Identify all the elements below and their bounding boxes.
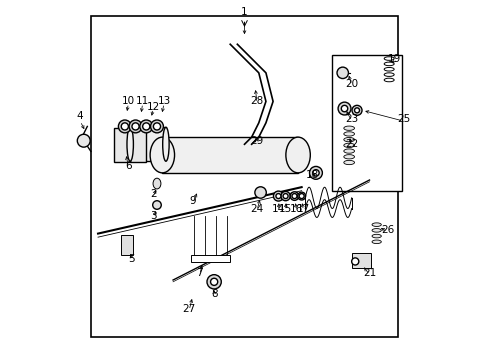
Text: 24: 24	[250, 203, 263, 213]
Circle shape	[291, 194, 296, 199]
Ellipse shape	[163, 127, 169, 161]
Ellipse shape	[371, 234, 381, 238]
Text: 16: 16	[289, 203, 302, 213]
Text: 9: 9	[189, 197, 196, 206]
Circle shape	[206, 275, 221, 289]
Bar	[130, 127, 165, 161]
Text: 28: 28	[250, 96, 263, 107]
Ellipse shape	[384, 57, 393, 60]
Text: 11: 11	[136, 96, 149, 107]
Text: 13: 13	[157, 96, 170, 107]
Text: 15: 15	[278, 203, 292, 213]
Ellipse shape	[343, 160, 354, 165]
Circle shape	[351, 258, 358, 265]
Text: 14: 14	[271, 203, 285, 213]
Text: 7: 7	[196, 268, 203, 278]
Circle shape	[118, 120, 131, 133]
Ellipse shape	[153, 178, 161, 189]
Text: 17: 17	[296, 203, 309, 213]
Circle shape	[275, 194, 281, 199]
Circle shape	[210, 278, 217, 285]
Bar	[351, 252, 370, 267]
Text: 2: 2	[150, 189, 156, 199]
Ellipse shape	[384, 67, 393, 71]
Ellipse shape	[371, 229, 381, 232]
Ellipse shape	[343, 143, 354, 148]
Ellipse shape	[371, 223, 381, 226]
Text: 25: 25	[396, 114, 409, 124]
Bar	[162, 137, 298, 173]
Text: 19: 19	[387, 54, 400, 64]
Ellipse shape	[343, 132, 354, 136]
Text: 29: 29	[250, 136, 263, 146]
Circle shape	[129, 120, 142, 133]
Text: 12: 12	[146, 102, 160, 112]
Circle shape	[77, 134, 90, 147]
Ellipse shape	[343, 126, 354, 130]
Ellipse shape	[285, 137, 310, 173]
Circle shape	[290, 192, 298, 201]
Circle shape	[150, 120, 163, 133]
Bar	[331, 55, 401, 191]
Circle shape	[283, 194, 287, 199]
Circle shape	[132, 123, 139, 130]
Ellipse shape	[371, 240, 381, 244]
Circle shape	[273, 191, 283, 201]
Text: 21: 21	[362, 268, 375, 278]
Circle shape	[121, 123, 128, 130]
Circle shape	[299, 194, 304, 199]
Circle shape	[142, 123, 149, 130]
Text: 22: 22	[345, 139, 358, 149]
Text: 4: 4	[77, 111, 83, 121]
Bar	[121, 235, 132, 255]
Ellipse shape	[343, 149, 354, 153]
Circle shape	[254, 187, 266, 198]
Text: 5: 5	[128, 253, 135, 264]
Circle shape	[312, 170, 319, 176]
Circle shape	[297, 192, 305, 200]
Text: 20: 20	[345, 78, 358, 89]
Circle shape	[341, 105, 347, 112]
Circle shape	[309, 166, 322, 179]
Circle shape	[140, 120, 152, 133]
Circle shape	[336, 67, 348, 78]
Circle shape	[351, 105, 361, 115]
Text: 6: 6	[125, 161, 131, 171]
Ellipse shape	[384, 62, 393, 66]
Circle shape	[354, 108, 359, 113]
Text: 23: 23	[345, 114, 358, 124]
Ellipse shape	[127, 127, 133, 161]
Circle shape	[152, 201, 161, 209]
Bar	[190, 255, 230, 262]
Ellipse shape	[384, 78, 393, 82]
Bar	[91, 16, 397, 337]
Ellipse shape	[150, 137, 174, 173]
Ellipse shape	[384, 73, 393, 76]
Text: 27: 27	[182, 303, 195, 314]
Text: 8: 8	[210, 289, 217, 299]
Circle shape	[337, 102, 350, 115]
Ellipse shape	[343, 138, 354, 142]
Circle shape	[281, 192, 290, 201]
Circle shape	[153, 123, 160, 130]
Bar	[114, 128, 146, 162]
Ellipse shape	[343, 155, 354, 159]
Text: 18: 18	[305, 170, 318, 180]
Text: 1: 1	[241, 7, 247, 17]
Text: 26: 26	[380, 225, 393, 235]
Text: 3: 3	[150, 211, 156, 221]
Text: 10: 10	[122, 96, 135, 107]
